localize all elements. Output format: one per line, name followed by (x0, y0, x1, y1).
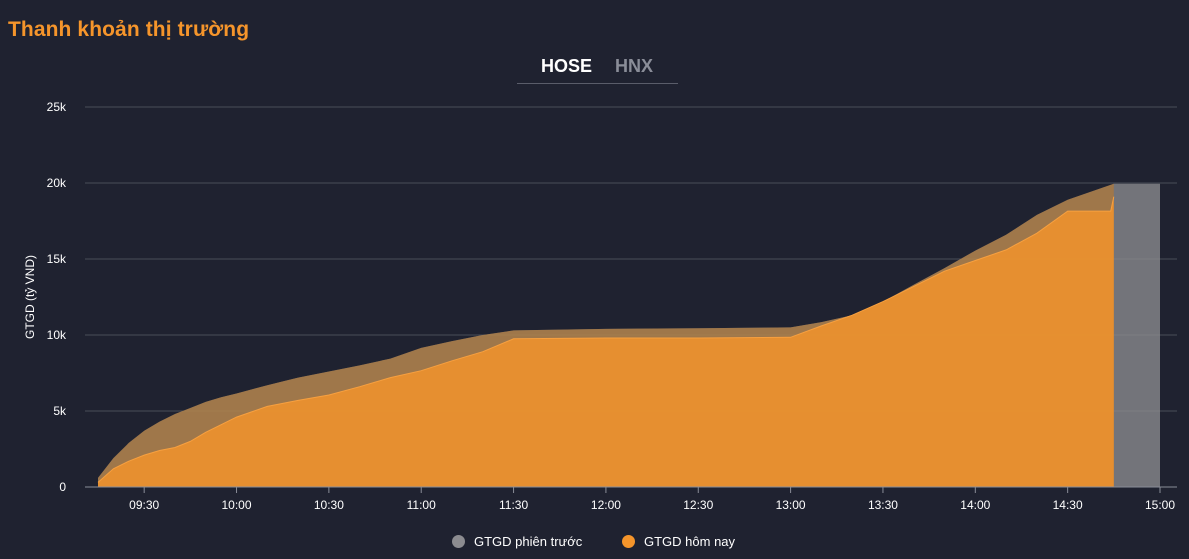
legend-label-today: GTGD hôm nay (644, 534, 736, 549)
x-tick-label: 15:00 (1145, 498, 1175, 512)
x-tick-label: 13:30 (868, 498, 898, 512)
y-tick-label: 5k (53, 404, 67, 418)
page-title: Thanh khoản thị trường (8, 18, 250, 41)
x-tick-label: 12:00 (591, 498, 621, 512)
legend-dot-previous-icon (452, 535, 465, 548)
y-tick-label: 15k (47, 252, 67, 266)
series-line-today (97, 196, 1115, 483)
x-tick-label: 14:30 (1053, 498, 1083, 512)
legend-label-previous: GTGD phiên trước (474, 534, 583, 549)
y-tick-label: 10k (47, 328, 67, 342)
legend-item-today[interactable]: GTGD hôm nay (622, 534, 735, 549)
y-tick-label: 25k (47, 100, 67, 114)
tab-hose[interactable]: HOSE (541, 56, 593, 76)
x-tick-label: 14:00 (960, 498, 990, 512)
chart-legend: GTGD phiên trước GTGD hôm nay (0, 534, 1189, 554)
x-tick-label: 11:30 (499, 498, 528, 512)
x-tick-label: 13:00 (776, 498, 806, 512)
y-axis-label: GTGD (tỷ VND) (23, 255, 37, 339)
x-tick-label: 11:00 (407, 498, 436, 512)
exchange-tabs: HOSE HNX (517, 56, 678, 84)
x-tick-label: 10:00 (222, 498, 252, 512)
x-tick-label: 09:30 (129, 498, 159, 512)
tab-hnx[interactable]: HNX (615, 56, 654, 76)
series-area-today (98, 196, 1114, 487)
x-tick-label: 12:30 (683, 498, 713, 512)
y-tick-label: 20k (47, 176, 67, 190)
legend-item-previous[interactable]: GTGD phiên trước (452, 534, 582, 549)
y-tick-label: 0 (59, 480, 66, 494)
legend-dot-today-icon (622, 535, 635, 548)
x-tick-label: 10:30 (314, 498, 344, 512)
